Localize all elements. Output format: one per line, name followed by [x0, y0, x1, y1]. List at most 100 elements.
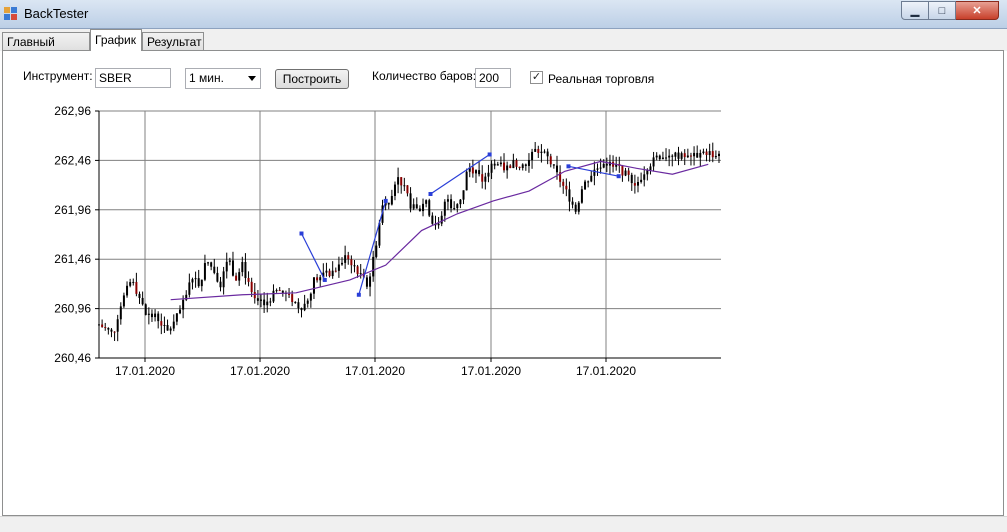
candle-body [465, 171, 468, 191]
candle-body [213, 266, 216, 273]
candle-body [344, 255, 347, 263]
candle-body [714, 156, 717, 158]
candle-body [671, 155, 674, 157]
candle-body [506, 165, 509, 171]
candle-body [365, 277, 368, 287]
candle-body [696, 152, 699, 158]
maximize-button[interactable]: □ [929, 1, 956, 20]
candle-body [291, 294, 294, 303]
candle-body [549, 156, 552, 165]
candle-body [219, 281, 222, 288]
trade-marker [356, 292, 361, 297]
candle-body [474, 170, 477, 174]
candle-body [312, 277, 315, 294]
candle-body [253, 292, 256, 299]
instrument-label: Инструмент: [23, 69, 93, 83]
candle-body [562, 181, 565, 186]
candle-body [325, 270, 328, 273]
candle-body [228, 260, 231, 262]
candle-body [98, 324, 100, 326]
candle-body [552, 164, 555, 166]
checkmark-icon: ✓ [531, 71, 542, 83]
candle-body [119, 306, 122, 320]
candle-body [524, 164, 527, 166]
candle-body [422, 203, 425, 212]
candle-body [194, 278, 197, 280]
candle-body [169, 328, 172, 331]
candle-body [166, 325, 169, 331]
y-tick-label: 260,46 [54, 351, 91, 365]
candle-body [665, 157, 668, 159]
title-bar: BackTester ▁ □ ✕ [0, 0, 1007, 29]
candle-body [708, 151, 711, 155]
candle-body [661, 157, 664, 160]
candle-body [256, 298, 259, 301]
minimize-button[interactable]: ▁ [901, 1, 929, 20]
real-trading-checkbox[interactable]: ✓ [530, 71, 543, 84]
timeframe-value: 1 мин. [189, 71, 224, 85]
candle-body [512, 160, 515, 169]
candle-body [300, 308, 303, 311]
tab-main-screen[interactable]: Главный экран [2, 32, 90, 67]
candle-body [453, 208, 456, 210]
build-button[interactable]: Построить [275, 69, 349, 89]
candle-body [269, 301, 272, 303]
candle-body [275, 290, 278, 292]
candle-body [191, 279, 194, 283]
trade-marker [487, 152, 492, 157]
candle-body [272, 290, 275, 302]
tab-result[interactable]: Результат [142, 32, 204, 50]
candle-body [515, 160, 518, 167]
candle-body [649, 166, 652, 171]
timeframe-select[interactable]: 1 мин. [185, 68, 261, 89]
candle-body [437, 223, 440, 226]
candle-body [655, 155, 658, 158]
y-tick-label: 261,46 [54, 252, 91, 266]
candle-body [116, 319, 119, 332]
candle-body [640, 179, 643, 182]
candle-body [693, 152, 696, 157]
candle-body [347, 255, 350, 260]
status-bar [0, 516, 1007, 532]
candle-body [555, 165, 558, 173]
candle-body [210, 262, 213, 267]
candle-body [624, 170, 627, 176]
app-icon [4, 7, 17, 20]
candle-body [241, 261, 244, 273]
candle-body [322, 272, 325, 278]
candle-body [499, 162, 502, 165]
candle-body [378, 222, 381, 246]
close-button[interactable]: ✕ [956, 1, 999, 20]
trade-marker [322, 277, 327, 282]
candle-body [596, 168, 599, 170]
candle-body [462, 190, 465, 200]
candle-body [521, 164, 524, 169]
bars-count-input[interactable]: 200 [475, 68, 511, 88]
candle-body [147, 313, 150, 315]
candle-body [278, 290, 281, 292]
candle-body [540, 151, 543, 153]
y-tick-label: 261,96 [54, 203, 91, 217]
candle-body [543, 151, 546, 153]
y-tick-label: 262,46 [54, 153, 91, 167]
candle-body [440, 215, 443, 224]
candle-body [231, 260, 234, 276]
tab-chart[interactable]: График [90, 29, 142, 51]
candle-body [328, 270, 331, 277]
trade-line [430, 153, 490, 195]
candle-body [138, 293, 141, 298]
candle-body [200, 279, 203, 287]
x-tick-label: 17.01.2020 [461, 364, 521, 378]
candle-body [141, 297, 144, 305]
candle-body [446, 199, 449, 202]
candle-body [319, 277, 322, 281]
candle-body [222, 271, 225, 288]
candle-body [412, 204, 415, 209]
candle-body [683, 153, 686, 158]
candle-body [266, 301, 269, 306]
candle-body [490, 163, 493, 173]
candle-body [425, 200, 428, 204]
instrument-input[interactable]: SBER [95, 68, 171, 88]
candle-body [294, 302, 297, 304]
candle-body [531, 151, 534, 161]
